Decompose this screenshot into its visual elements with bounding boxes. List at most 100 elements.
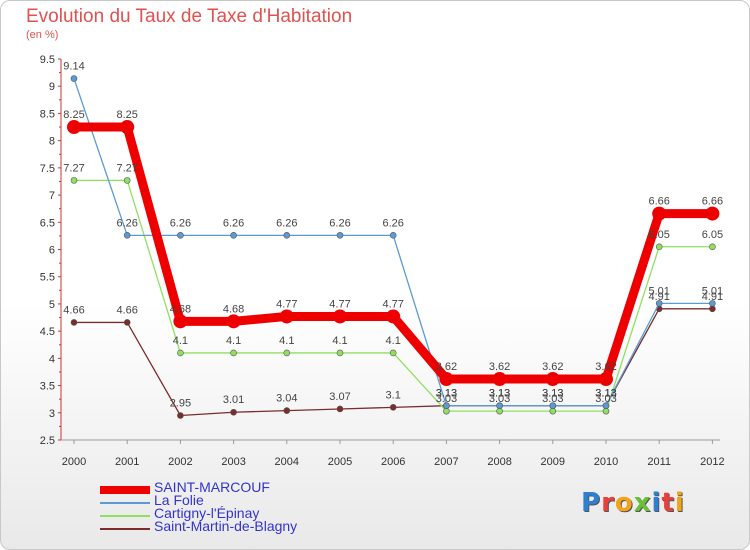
legend-swatch	[100, 502, 150, 504]
data-point	[549, 402, 557, 410]
data-label: 3.13	[436, 388, 457, 400]
data-point	[283, 232, 291, 239]
x-tick-label: 2005	[328, 456, 352, 468]
data-label: 5.01	[702, 285, 723, 297]
data-point	[705, 206, 720, 221]
data-point	[123, 319, 131, 326]
data-point	[386, 309, 401, 324]
data-point	[177, 412, 184, 419]
data-label: 2.95	[170, 398, 191, 410]
data-point	[120, 120, 135, 135]
data-point	[389, 232, 397, 239]
data-label: 3.03	[542, 393, 563, 405]
data-label: 3.13	[489, 388, 510, 400]
data-point	[177, 232, 184, 239]
data-label: 5.01	[648, 285, 669, 297]
data-point	[496, 407, 503, 415]
legend-label: La Folie	[154, 492, 204, 508]
y-tick-label: 8	[49, 136, 55, 148]
y-tick-label: 5	[49, 299, 55, 311]
data-point	[70, 177, 78, 184]
x-tick-label: 2004	[275, 456, 299, 468]
x-tick-label: 2011	[647, 456, 671, 468]
data-label: 4.91	[648, 291, 669, 303]
data-point	[230, 232, 237, 239]
x-tick-label: 2006	[381, 456, 405, 468]
data-point	[389, 404, 397, 411]
data-labels: 8.25 8.25 4.68 4.68 4.77 4.77 4.77 3.62 3.62 3.62…	[63, 61, 723, 410]
y-tick-label: 6.5	[40, 217, 55, 229]
data-label: 6.26	[170, 217, 191, 229]
data-point	[549, 407, 557, 415]
data-label: 4.77	[276, 298, 297, 310]
data-label: 3.62	[436, 361, 457, 373]
logo-letter: x	[633, 488, 652, 518]
data-label: 6.26	[382, 217, 403, 229]
data-point	[652, 206, 667, 221]
data-label: 4.66	[116, 304, 137, 316]
data-label: 4.1	[386, 335, 401, 347]
data-label: 3.04	[276, 393, 297, 405]
y-axis-ticks: 2.5 3 3.5 4 4.5 5 5.5 6 6.5 7 7.5 8 8.5 9 9.5	[40, 54, 61, 447]
data-point	[123, 177, 131, 184]
data-point	[389, 349, 397, 357]
logo-letter: i	[651, 488, 662, 518]
legend-label: SAINT-MARCOUF	[154, 479, 270, 495]
data-label: 6.26	[276, 217, 297, 229]
data-label: 4.66	[63, 304, 84, 316]
y-tick-label: 9	[49, 81, 55, 93]
series-lines	[67, 75, 720, 419]
data-label: 4.68	[223, 303, 244, 315]
data-label: 6.26	[329, 217, 350, 229]
data-label: 3.13	[489, 388, 510, 400]
data-label: 4.91	[702, 291, 723, 303]
data-label: 3.1	[386, 389, 401, 401]
data-label: 3.13	[436, 388, 457, 400]
data-point	[443, 402, 450, 410]
data-label: 4.1	[226, 335, 241, 347]
data-point	[336, 349, 344, 357]
data-point	[443, 407, 450, 415]
x-axis-ticks: 2000 2001 2002 2003 2004 2005 2006 2007 2008 2009…	[62, 440, 725, 468]
data-point	[230, 349, 237, 357]
data-label: 4.1	[279, 335, 294, 347]
y-tick-label: 4.5	[40, 326, 55, 338]
data-label: 4.1	[173, 335, 188, 347]
legend-label: Cartigny-l'Épinay	[154, 505, 260, 521]
data-label: 3.03	[489, 393, 510, 405]
legend-swatch	[100, 515, 150, 517]
data-label: 3.13	[595, 388, 616, 400]
data-point	[709, 300, 716, 307]
data-point	[655, 300, 663, 307]
y-tick-label: 3	[49, 408, 55, 420]
y-tick-label: 5.5	[40, 272, 55, 284]
data-point	[439, 372, 454, 387]
data-point	[336, 232, 344, 239]
data-point	[123, 232, 131, 239]
data-point	[545, 372, 560, 387]
data-label: 3.62	[489, 361, 510, 373]
data-label: 6.05	[648, 229, 669, 241]
data-label: 4.68	[170, 303, 191, 315]
data-point	[496, 402, 503, 410]
data-label: 3.07	[329, 391, 350, 403]
y-tick-label: 8.5	[40, 108, 55, 120]
legend-swatch	[100, 528, 150, 530]
data-point	[283, 407, 291, 414]
data-label: 3.13	[595, 388, 616, 400]
x-tick-label: 2010	[594, 456, 618, 468]
data-label: 6.66	[648, 196, 669, 208]
data-label: 9.14	[63, 61, 84, 73]
data-point	[177, 349, 184, 357]
data-point	[70, 319, 78, 326]
data-point	[226, 314, 241, 329]
data-point	[599, 372, 613, 387]
data-point	[602, 402, 610, 410]
data-label: 6.05	[702, 229, 723, 241]
chart-title: Evolution du Taux de Taxe d'Habitation	[26, 6, 353, 27]
y-tick-label: 3.5	[40, 381, 55, 393]
logo-letter: P	[581, 488, 602, 518]
data-label: 4.1	[332, 335, 347, 347]
data-label: 6.66	[702, 196, 723, 208]
